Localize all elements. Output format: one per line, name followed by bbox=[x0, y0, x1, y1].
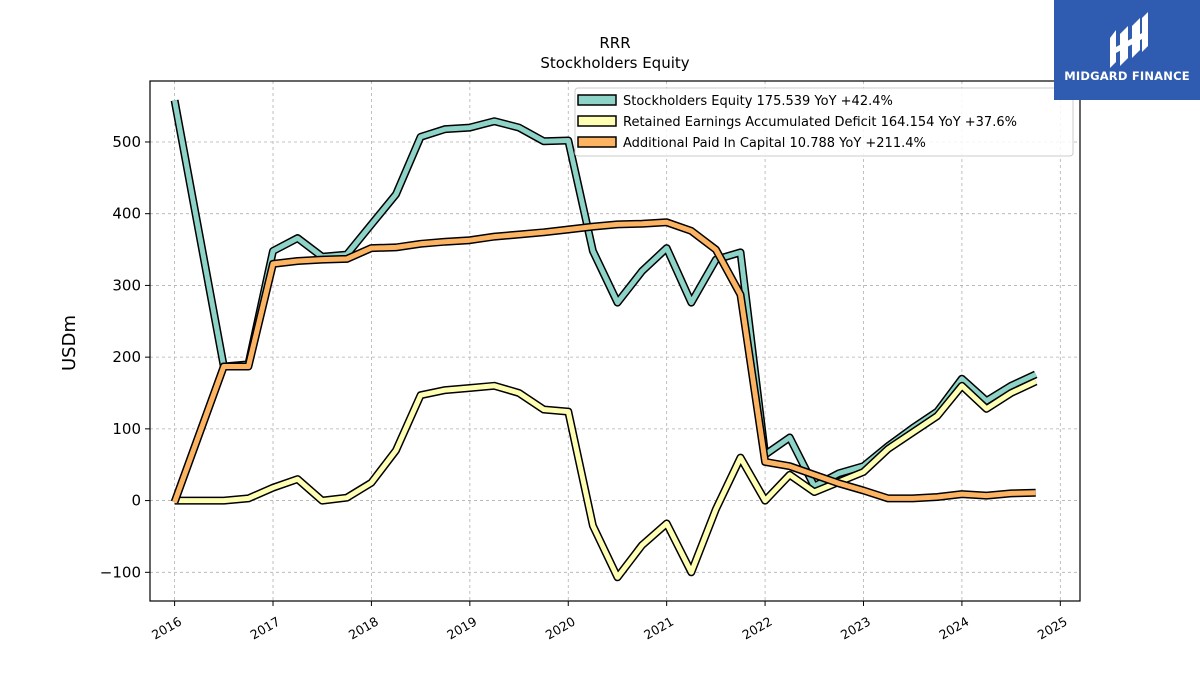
y-tick-label: 100 bbox=[112, 420, 141, 438]
x-tick-label: 2023 bbox=[838, 614, 873, 643]
legend-label: Retained Earnings Accumulated Deficit 16… bbox=[623, 115, 1017, 130]
y-axis-label: USDm bbox=[59, 315, 80, 371]
grid bbox=[150, 81, 1080, 601]
x-tick-label: 2024 bbox=[936, 614, 971, 643]
series-line bbox=[172, 219, 1036, 503]
y-tick-label: −100 bbox=[100, 563, 141, 581]
x-tick-label: 2016 bbox=[149, 614, 184, 643]
legend-swatch bbox=[577, 115, 617, 127]
series-outline bbox=[170, 99, 1038, 491]
brand-logo: MIDGARD FINANCE bbox=[1054, 0, 1200, 100]
x-tick-label: 2022 bbox=[740, 614, 775, 643]
x-tick-label: 2025 bbox=[1035, 614, 1070, 643]
brand-name: MIDGARD FINANCE bbox=[1064, 69, 1190, 83]
legend: Stockholders Equity 175.539 YoY +42.4% Re… bbox=[574, 87, 1074, 157]
legend-box bbox=[574, 87, 1074, 157]
legend-label: Stockholders Equity 175.539 YoY +42.4% bbox=[623, 94, 893, 109]
legend-label: Additional Paid In Capital 10.788 YoY +2… bbox=[623, 136, 926, 151]
chart-title: RRR bbox=[599, 34, 630, 52]
y-tick-label: 0 bbox=[131, 492, 141, 510]
x-tick-label: 2018 bbox=[346, 614, 381, 643]
legend-swatch bbox=[577, 94, 617, 106]
x-tick-label: 2021 bbox=[641, 614, 676, 643]
chart-subtitle: Stockholders Equity bbox=[540, 54, 689, 72]
midgard-logo-icon bbox=[1110, 12, 1148, 68]
y-tick-label: 300 bbox=[112, 276, 141, 294]
series-outline bbox=[170, 218, 1036, 504]
x-tick-label: 2020 bbox=[543, 614, 578, 643]
series-lines bbox=[170, 99, 1038, 582]
y-tick-label: 500 bbox=[112, 133, 141, 151]
y-tick-label: 400 bbox=[112, 205, 141, 223]
plot-frame bbox=[149, 80, 1081, 602]
legend-swatch bbox=[577, 136, 617, 148]
series-line bbox=[174, 379, 1037, 580]
x-tick-label: 2017 bbox=[247, 614, 282, 643]
x-tick-label: 2019 bbox=[444, 614, 479, 643]
y-tick-label: 200 bbox=[112, 348, 141, 366]
